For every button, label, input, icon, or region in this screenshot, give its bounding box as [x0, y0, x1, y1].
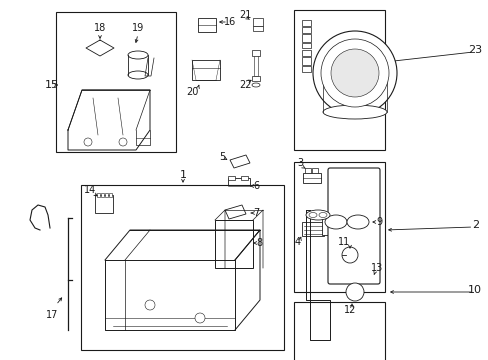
Text: 23: 23 — [468, 45, 481, 55]
Text: 17: 17 — [46, 310, 58, 320]
Text: 20: 20 — [185, 87, 198, 97]
Ellipse shape — [305, 210, 329, 220]
Text: 3: 3 — [296, 158, 303, 168]
Bar — [198, 18, 216, 32]
Ellipse shape — [128, 51, 148, 59]
Bar — [95, 195, 113, 213]
Ellipse shape — [128, 71, 148, 79]
Bar — [302, 222, 324, 236]
Bar — [321, 215, 371, 235]
Bar — [302, 43, 310, 48]
Ellipse shape — [323, 105, 386, 119]
Bar — [251, 76, 260, 81]
Ellipse shape — [251, 83, 260, 87]
Text: 14: 14 — [84, 185, 96, 195]
Text: 12: 12 — [343, 305, 355, 315]
Text: 8: 8 — [255, 238, 262, 248]
Bar — [302, 20, 310, 26]
Text: 1: 1 — [179, 170, 186, 180]
Bar — [293, 10, 384, 150]
Circle shape — [84, 138, 92, 146]
Bar — [311, 168, 317, 173]
Text: 16: 16 — [224, 17, 236, 27]
Bar — [293, 162, 384, 292]
Text: 5: 5 — [219, 152, 224, 162]
Bar — [252, 18, 263, 26]
Circle shape — [312, 31, 396, 115]
Bar — [56, 12, 176, 152]
Circle shape — [195, 313, 204, 323]
FancyBboxPatch shape — [327, 168, 379, 284]
Text: 15: 15 — [45, 80, 59, 90]
Bar — [251, 50, 260, 56]
Text: 7: 7 — [252, 208, 259, 218]
Circle shape — [341, 247, 357, 263]
Text: 10: 10 — [468, 285, 481, 295]
Text: 13: 13 — [370, 263, 382, 273]
Text: 11: 11 — [337, 237, 349, 247]
Text: 2: 2 — [471, 220, 478, 230]
Bar — [101, 193, 104, 197]
Ellipse shape — [325, 215, 346, 229]
Bar — [227, 176, 235, 180]
Text: 21: 21 — [238, 10, 251, 20]
Text: 22: 22 — [238, 80, 251, 90]
Ellipse shape — [346, 215, 368, 229]
Bar — [303, 173, 320, 183]
Bar — [305, 168, 310, 173]
Text: 6: 6 — [252, 181, 259, 191]
Circle shape — [346, 283, 363, 301]
Bar — [302, 66, 310, 72]
Bar — [241, 176, 247, 180]
Bar — [105, 193, 108, 197]
Bar — [252, 26, 263, 31]
Text: 9: 9 — [375, 217, 381, 227]
Bar — [293, 302, 384, 360]
Bar — [192, 60, 220, 80]
Polygon shape — [224, 205, 245, 219]
Bar — [81, 185, 284, 350]
Bar — [97, 193, 100, 197]
Circle shape — [145, 300, 155, 310]
Bar — [302, 50, 310, 56]
Text: 4: 4 — [294, 237, 301, 247]
Bar — [302, 34, 310, 42]
Circle shape — [330, 49, 378, 97]
Text: 19: 19 — [132, 23, 144, 33]
Bar — [363, 270, 373, 280]
Ellipse shape — [308, 212, 316, 217]
Bar — [109, 193, 112, 197]
Bar — [215, 220, 252, 268]
Ellipse shape — [318, 212, 326, 217]
Text: 18: 18 — [94, 23, 106, 33]
Bar — [302, 57, 310, 65]
Polygon shape — [229, 155, 249, 168]
Circle shape — [320, 39, 388, 107]
Bar — [302, 27, 310, 33]
Circle shape — [119, 138, 127, 146]
Bar — [227, 178, 249, 196]
Bar — [253, 56, 258, 76]
